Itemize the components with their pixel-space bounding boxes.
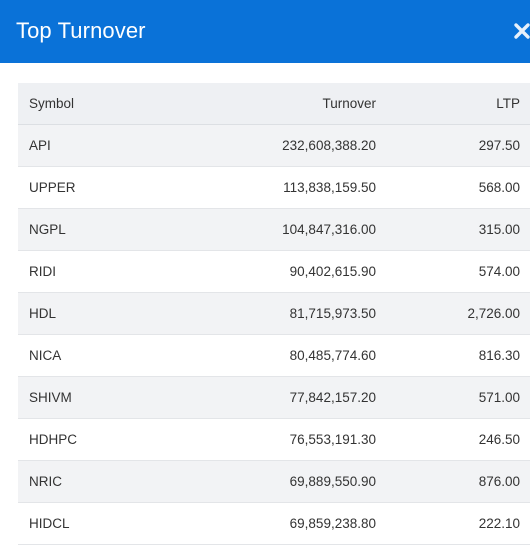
table-row[interactable]: RIDI 90,402,615.90 574.00 bbox=[18, 250, 530, 292]
cell-turnover: 69,889,550.90 bbox=[289, 473, 376, 489]
table-row[interactable]: HDHPC 76,553,191.30 246.50 bbox=[18, 418, 530, 460]
cell-symbol: API bbox=[29, 137, 51, 153]
table-row[interactable]: NICA 80,485,774.60 816.30 bbox=[18, 334, 530, 376]
cell-turnover: 69,859,238.80 bbox=[289, 515, 376, 531]
close-icon[interactable] bbox=[512, 19, 530, 43]
table-row[interactable]: HIDCL 69,859,238.80 222.10 bbox=[18, 502, 530, 544]
cell-ltp: 574.00 bbox=[478, 263, 520, 279]
cell-symbol: RIDI bbox=[29, 263, 56, 279]
cell-turnover: 77,842,157.20 bbox=[289, 389, 376, 405]
turnover-table: Symbol Turnover LTP API 232,608,388.20 2… bbox=[18, 83, 530, 545]
cell-turnover: 90,402,615.90 bbox=[289, 263, 376, 279]
cell-turnover: 81,715,973.50 bbox=[289, 305, 376, 321]
cell-ltp: 571.00 bbox=[478, 389, 520, 405]
turnover-table-container: Symbol Turnover LTP API 232,608,388.20 2… bbox=[18, 83, 530, 545]
cell-turnover: 104,847,316.00 bbox=[282, 221, 376, 237]
cell-ltp: 876.00 bbox=[478, 473, 520, 489]
table-row[interactable]: SHIVM 77,842,157.20 571.00 bbox=[18, 376, 530, 418]
cell-symbol: NICA bbox=[29, 347, 62, 363]
modal-title: Top Turnover bbox=[16, 18, 146, 43]
cell-ltp: 222.10 bbox=[478, 515, 520, 531]
modal-header: Top Turnover bbox=[0, 0, 530, 63]
cell-ltp: 297.50 bbox=[478, 137, 520, 153]
cell-ltp: 2,726.00 bbox=[467, 305, 520, 321]
cell-symbol: SHIVM bbox=[29, 389, 72, 405]
cell-ltp: 315.00 bbox=[478, 221, 520, 237]
cell-symbol: HIDCL bbox=[29, 515, 70, 531]
cell-symbol: NGPL bbox=[29, 221, 66, 237]
cell-symbol: HDL bbox=[29, 305, 57, 321]
cell-turnover: 113,838,159.50 bbox=[283, 179, 376, 195]
table-row[interactable]: API 232,608,388.20 297.50 bbox=[18, 124, 530, 166]
table-row[interactable]: NGPL 104,847,316.00 315.00 bbox=[18, 208, 530, 250]
cell-ltp: 246.50 bbox=[478, 431, 520, 447]
cell-symbol: HDHPC bbox=[29, 431, 78, 447]
cell-turnover: 76,553,191.30 bbox=[289, 431, 376, 447]
column-header-symbol[interactable]: Symbol bbox=[18, 83, 198, 125]
cell-turnover: 80,485,774.60 bbox=[289, 347, 376, 363]
table-row[interactable]: UPPER 113,838,159.50 568.00 bbox=[18, 166, 530, 208]
column-header-ltp[interactable]: LTP bbox=[376, 83, 530, 125]
table-row[interactable]: HDL 81,715,973.50 2,726.00 bbox=[18, 292, 530, 334]
cell-ltp: 568.00 bbox=[478, 179, 520, 195]
table-row[interactable]: NRIC 69,889,550.90 876.00 bbox=[18, 460, 530, 502]
cell-symbol: NRIC bbox=[29, 473, 62, 489]
table-header-row: Symbol Turnover LTP bbox=[18, 83, 530, 125]
cell-turnover: 232,608,388.20 bbox=[282, 137, 376, 153]
cell-symbol: UPPER bbox=[29, 179, 76, 195]
cell-ltp: 816.30 bbox=[478, 347, 520, 363]
column-header-turnover[interactable]: Turnover bbox=[198, 83, 376, 125]
